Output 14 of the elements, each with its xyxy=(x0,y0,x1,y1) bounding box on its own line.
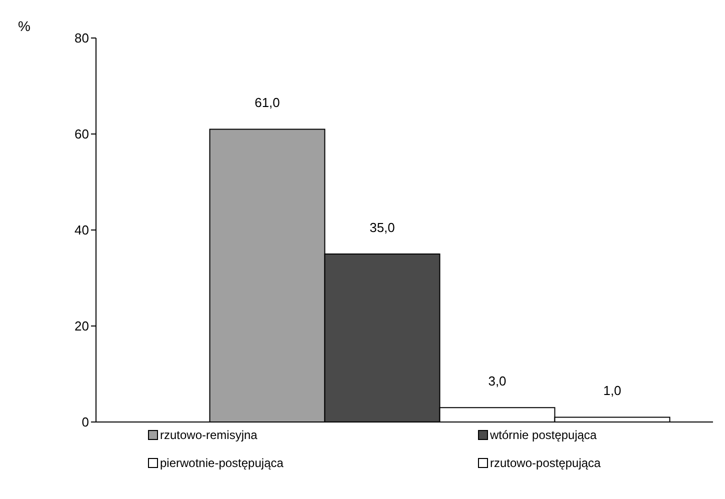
data-label: 35,0 xyxy=(370,220,395,235)
data-label: 1,0 xyxy=(603,383,622,398)
data-label: 3,0 xyxy=(488,374,506,389)
y-axis-title: % xyxy=(18,18,30,34)
y-tick-label: 20 xyxy=(74,318,89,334)
y-tick-label: 0 xyxy=(82,414,89,430)
legend-label: rzutowo-postępująca xyxy=(490,456,601,470)
data-label: 61,0 xyxy=(254,95,280,110)
y-tick-label: 80 xyxy=(74,30,89,46)
legend-label: pierwotnie-postępująca xyxy=(160,456,284,470)
legend-label: wtórnie postępująca xyxy=(490,428,597,442)
legend-label: rzutowo-remisyjna xyxy=(160,428,258,442)
y-tick-label: 40 xyxy=(74,222,89,238)
y-tick-label: 60 xyxy=(74,126,89,142)
